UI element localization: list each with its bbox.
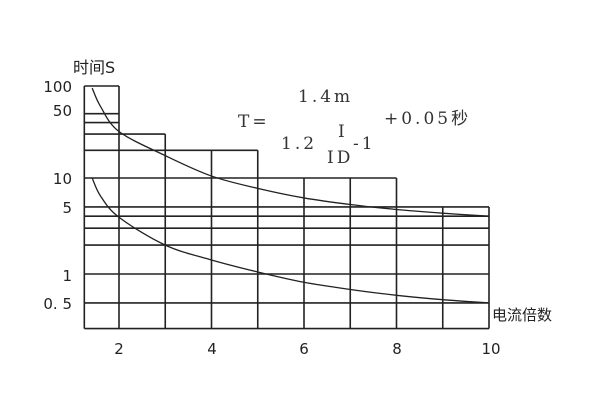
formula-frac-den: ID bbox=[327, 148, 354, 168]
formula-numerator: 1.4m bbox=[298, 87, 354, 107]
x-tick-label: 8 bbox=[392, 340, 402, 358]
y-tick-label: 100 bbox=[43, 78, 72, 96]
formula-den-coef: 1.2 bbox=[281, 134, 318, 154]
y-tick-label: 1 bbox=[62, 267, 72, 285]
formula-frac-num: I bbox=[338, 122, 348, 142]
curve-2 bbox=[91, 177, 490, 304]
x-tick-label: 2 bbox=[114, 340, 124, 358]
x-tick-label: 6 bbox=[299, 340, 309, 358]
y-tick-label: 0. 5 bbox=[43, 295, 72, 313]
x-tick-label: 4 bbox=[207, 340, 217, 358]
y-tick-label: 10 bbox=[52, 170, 72, 188]
y-axis-label: 时间S bbox=[73, 58, 116, 77]
x-tick-label: 10 bbox=[481, 340, 501, 358]
y-tick-label: 50 bbox=[52, 102, 72, 120]
formula-lhs: T= bbox=[238, 112, 270, 132]
x-axis-label: 电流倍数 bbox=[492, 306, 553, 324]
curve-1 bbox=[91, 87, 490, 217]
y-tick-label: 5 bbox=[62, 199, 72, 217]
formula-suffix: +0.05秒 bbox=[384, 109, 472, 129]
formula-den-minus: -1 bbox=[353, 134, 376, 154]
